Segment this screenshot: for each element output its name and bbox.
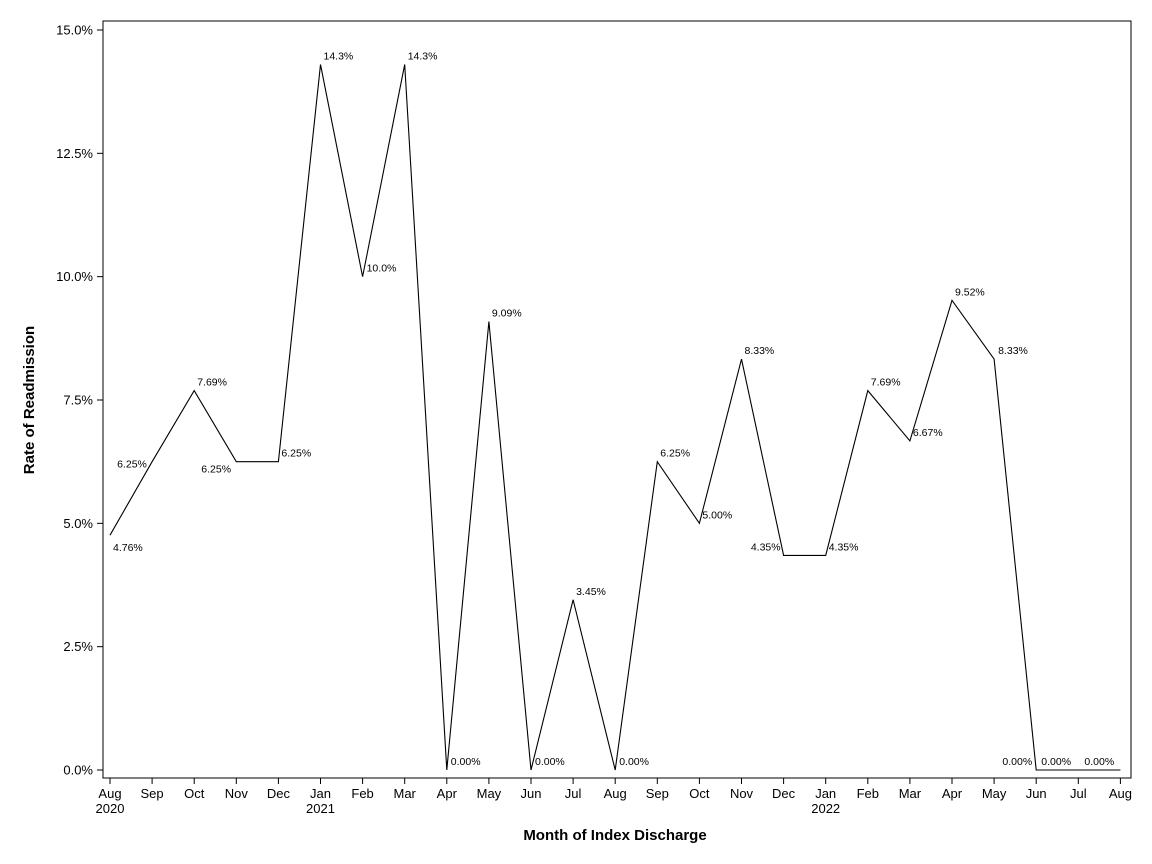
data-label: 4.35%	[751, 541, 781, 553]
x-tick-label: Oct	[689, 786, 710, 801]
data-label: 14.3%	[408, 51, 438, 63]
y-tick-label: 2.5%	[63, 639, 93, 654]
data-labels: 4.76% 6.25% 7.69% 6.25% 6.25% 14.3% 10.0% 14.3%…	[113, 51, 1114, 769]
x-tick-label: Nov	[225, 786, 249, 801]
y-tick-label: 10.0%	[56, 269, 93, 284]
x-axis-title: Month of Index Discharge	[523, 827, 706, 844]
x-tick-label: Feb	[351, 786, 373, 801]
x-tick-label: May	[982, 786, 1007, 801]
data-label: 0.00%	[1002, 756, 1032, 768]
y-tick-label: 12.5%	[56, 146, 93, 161]
x-tick-label: Nov	[730, 786, 754, 801]
data-label: 5.00%	[702, 509, 732, 521]
data-label: 3.45%	[576, 586, 606, 598]
data-label: 7.69%	[871, 377, 901, 389]
y-tick-label: 7.5%	[63, 393, 93, 408]
data-label: 0.00%	[1041, 756, 1071, 768]
x-tick-label: Jul	[565, 786, 582, 801]
data-label: 0.00%	[451, 756, 481, 768]
x-tick-label: Dec	[772, 786, 796, 801]
x-tick-label: Aug	[604, 786, 627, 801]
data-label: 8.33%	[998, 345, 1028, 357]
x-tick-label: Apr	[942, 786, 963, 801]
data-label: 14.3%	[324, 51, 354, 63]
series-line	[109, 64, 1121, 771]
data-label: 0.00%	[619, 756, 649, 768]
x-tick-label: Jul	[1070, 786, 1087, 801]
x-tick-label: Sep	[646, 786, 669, 801]
x-tick-label: Jan	[310, 786, 331, 801]
x-tick-label: Aug	[98, 786, 121, 801]
x-tick-label: Dec	[267, 786, 291, 801]
data-label: 7.69%	[197, 377, 227, 389]
y-tick-label: 5.0%	[63, 516, 93, 531]
data-label: 8.33%	[745, 345, 775, 357]
data-label: 6.25%	[117, 459, 147, 471]
data-label: 0.00%	[535, 756, 565, 768]
x-tick-label: Mar	[899, 786, 922, 801]
data-label: 9.52%	[955, 286, 985, 298]
y-tick-label: 15.0%	[56, 23, 93, 38]
plot-frame	[102, 20, 1132, 779]
x-tick-label: Aug	[1109, 786, 1132, 801]
data-label: 4.35%	[829, 541, 859, 553]
x-tick-label: May	[477, 786, 502, 801]
x-axis: Aug Sep Oct Nov Dec Jan Feb Mar Apr May Jun Jul Aug S…	[96, 778, 1132, 816]
data-label: 4.76%	[113, 542, 143, 554]
x-tick-label: Jan	[815, 786, 836, 801]
x-tick-label: Jun	[1026, 786, 1047, 801]
data-label: 6.25%	[281, 448, 311, 460]
x-tick-label: Oct	[184, 786, 205, 801]
x-tick-label: Feb	[857, 786, 879, 801]
x-tick-label: Apr	[437, 786, 458, 801]
data-label: 6.67%	[913, 427, 943, 439]
data-label: 9.09%	[492, 308, 522, 320]
data-label: 6.25%	[660, 448, 690, 460]
y-axis: 0.0% 2.5% 5.0% 7.5% 10.0% 12.5% 15.0%	[56, 23, 103, 778]
data-label: 0.00%	[1084, 756, 1114, 768]
x-year-label: 2022	[811, 801, 840, 816]
x-year-label: 2021	[306, 801, 335, 816]
x-year-label: 2020	[96, 801, 125, 816]
y-tick-label: 0.0%	[63, 763, 93, 778]
x-tick-label: Mar	[394, 786, 417, 801]
y-axis-title: Rate of Readmission	[21, 326, 38, 474]
x-tick-label: Sep	[141, 786, 164, 801]
x-tick-label: Jun	[521, 786, 542, 801]
data-label: 10.0%	[367, 263, 397, 275]
data-label: 6.25%	[201, 464, 231, 476]
